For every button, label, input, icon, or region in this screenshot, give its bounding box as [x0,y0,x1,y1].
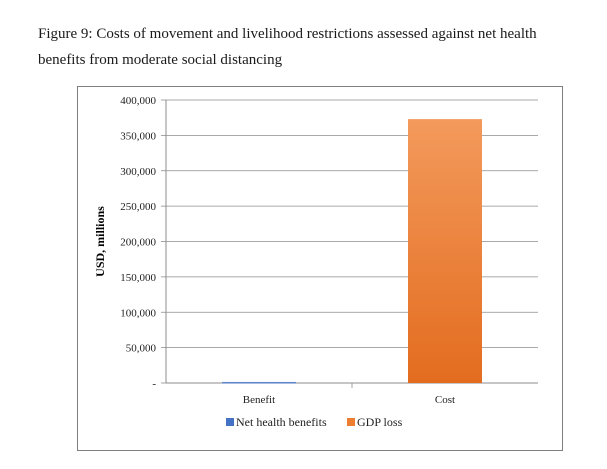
y-tick-label: 250,000 [120,201,156,213]
y-tick-label: 50,000 [126,343,157,355]
figure-caption: Figure 9: Costs of movement and liveliho… [38,26,537,68]
x-tick-label: Cost [435,394,455,406]
y-tick-label: 200,000 [120,237,156,249]
legend-swatch [226,418,234,426]
y-tick-label: - [152,378,156,390]
y-axis-label: USD, millions [93,206,107,277]
y-tick-label: 100,000 [120,307,156,319]
bar-gdp-loss [408,119,482,383]
legend-label: GDP loss [357,415,403,429]
legend-label: Net health benefits [236,415,327,429]
bar-net-health-benefits [222,381,296,384]
y-tick-label: 400,000 [120,95,156,107]
y-tick-label: 150,000 [120,272,156,284]
y-tick-label: 300,000 [120,166,156,178]
x-tick-label: Benefit [243,394,275,406]
legend-swatch [347,418,355,426]
y-tick-label: 350,000 [120,130,156,142]
